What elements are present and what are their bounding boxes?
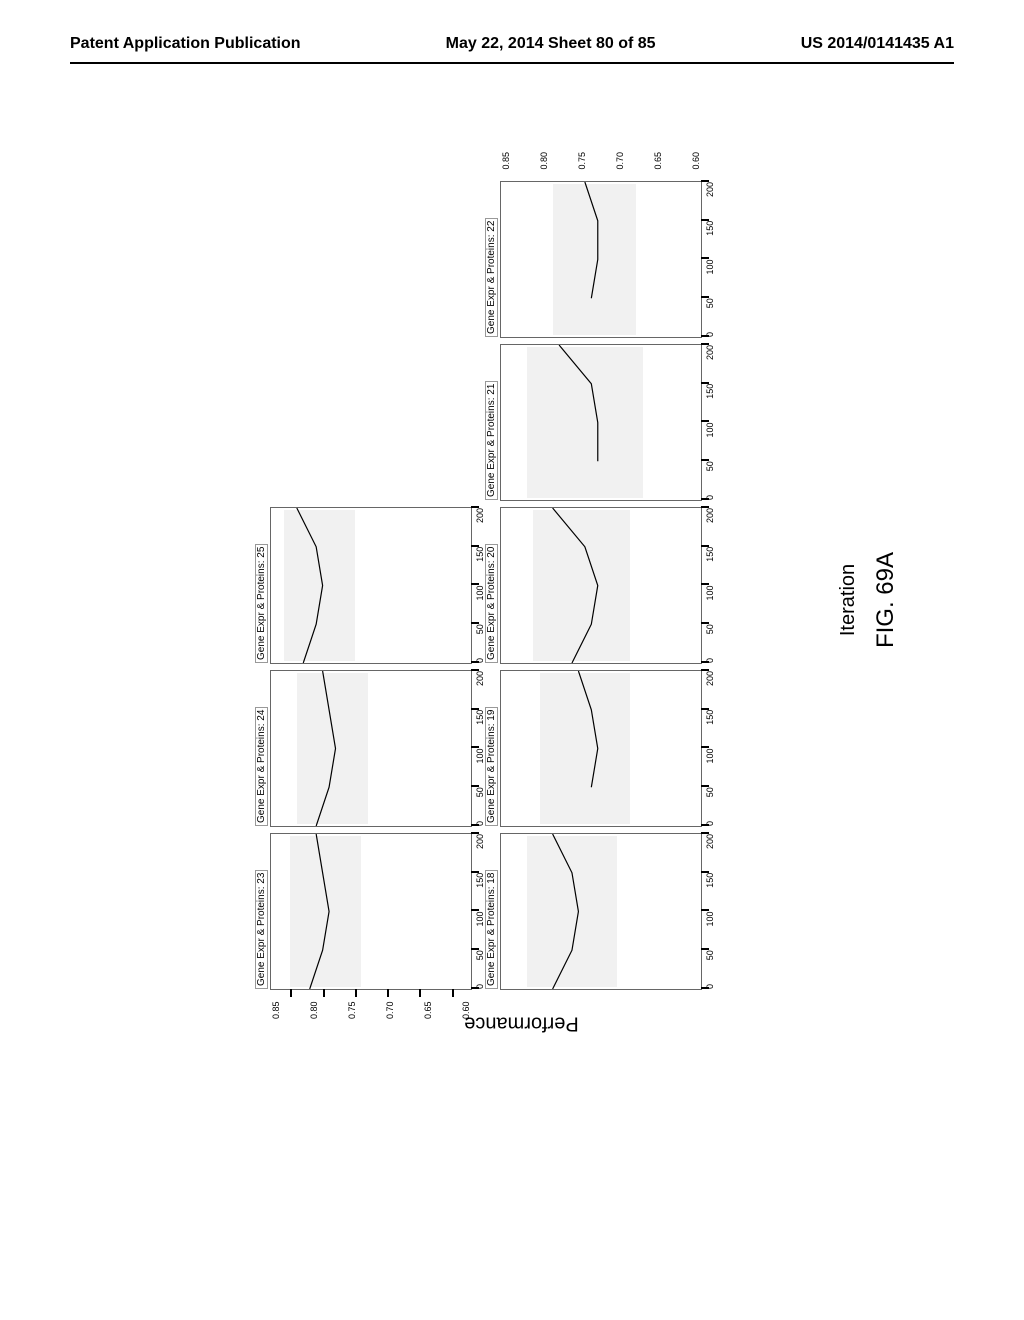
facet-title: Gene Expr & Proteins: 25 <box>255 544 268 663</box>
x-tick: 50 <box>705 461 715 471</box>
x-tick-labels: 050100150200 <box>705 508 715 663</box>
x-tick: 200 <box>475 508 485 523</box>
y-tick: 0.85 <box>501 152 511 170</box>
y-tick: 0.75 <box>577 152 587 170</box>
y-tick: 0.60 <box>461 1001 471 1019</box>
y-tick: 0.65 <box>653 152 663 170</box>
x-tick: 100 <box>475 912 485 927</box>
y-tick: 0.75 <box>347 1001 357 1019</box>
x-tick: 50 <box>705 624 715 634</box>
facet-title: Gene Expr & Proteins: 20 <box>485 544 498 663</box>
x-tick-marks <box>463 671 471 826</box>
x-tick-labels: 050100150200 <box>705 345 715 500</box>
figure-caption: FIG. 69A <box>872 552 900 648</box>
y-tick: 0.80 <box>539 152 549 170</box>
x-tick: 100 <box>705 749 715 764</box>
facet-grid: Performance Iteration FIG. 69A Gene Expr… <box>250 150 770 1050</box>
x-tick: 200 <box>475 834 485 849</box>
x-tick: 50 <box>475 787 485 797</box>
x-tick-marks <box>693 345 701 500</box>
facet-panel: Gene Expr & Proteins: 19050100150200 <box>500 670 702 827</box>
y-tick: 0.85 <box>271 1001 281 1019</box>
x-tick-labels: 050100150200 <box>475 834 485 989</box>
facet-panel: Gene Expr & Proteins: 24050100150200 <box>270 670 472 827</box>
facet-title: Gene Expr & Proteins: 19 <box>485 707 498 826</box>
x-tick: 200 <box>705 834 715 849</box>
y-tick: 0.70 <box>385 1001 395 1019</box>
y-tick: 0.70 <box>615 152 625 170</box>
x-tick-marks <box>693 182 701 337</box>
x-tick: 200 <box>705 508 715 523</box>
x-tick: 50 <box>705 787 715 797</box>
x-tick: 50 <box>705 298 715 308</box>
x-tick-marks <box>463 834 471 989</box>
performance-curve <box>501 345 701 500</box>
facet-row-top: Gene Expr & Proteins: 230501001502000.85… <box>270 501 472 1050</box>
x-tick: 100 <box>705 423 715 438</box>
y-tick-labels-left: 0.85 0.80 0.75 0.70 0.65 0.60 <box>271 1001 471 1019</box>
y-tick: 0.80 <box>309 1001 319 1019</box>
x-tick: 150 <box>475 873 485 888</box>
facet-title: Gene Expr & Proteins: 18 <box>485 870 498 989</box>
facet-panel: Gene Expr & Proteins: 25050100150200 <box>270 507 472 664</box>
x-tick: 50 <box>475 624 485 634</box>
x-axis-label: Iteration <box>837 564 860 636</box>
x-tick-labels: 050100150200 <box>475 508 485 663</box>
performance-curve <box>271 671 471 826</box>
performance-curve <box>501 834 701 989</box>
x-tick: 150 <box>705 873 715 888</box>
performance-curve <box>271 508 471 663</box>
x-tick-marks <box>693 834 701 989</box>
performance-curve <box>501 182 701 337</box>
x-tick: 100 <box>705 912 715 927</box>
facet-row-bottom: Gene Expr & Proteins: 18050100150200Gene… <box>500 175 702 1050</box>
page-header: Patent Application Publication May 22, 2… <box>0 35 1024 53</box>
performance-curve <box>271 834 471 989</box>
facet-title: Gene Expr & Proteins: 21 <box>485 381 498 500</box>
figure-rotated-container: Performance Iteration FIG. 69A Gene Expr… <box>60 340 960 860</box>
header-rule <box>70 62 954 64</box>
x-tick: 200 <box>705 182 715 197</box>
x-tick: 150 <box>705 547 715 562</box>
facet-panel: Gene Expr & Proteins: 21050100150200 <box>500 344 702 501</box>
facet-title: Gene Expr & Proteins: 24 <box>255 707 268 826</box>
x-tick: 150 <box>475 547 485 562</box>
x-tick: 200 <box>475 671 485 686</box>
facet-panel: Gene Expr & Proteins: 20050100150200 <box>500 507 702 664</box>
header-right: US 2014/0141435 A1 <box>801 35 954 53</box>
x-tick: 100 <box>705 586 715 601</box>
x-tick: 150 <box>475 710 485 725</box>
facet-panel: Gene Expr & Proteins: 230501001502000.85… <box>270 833 472 990</box>
facet-title: Gene Expr & Proteins: 23 <box>255 870 268 989</box>
performance-curve <box>501 671 701 826</box>
x-tick: 150 <box>705 710 715 725</box>
x-tick-labels: 050100150200 <box>705 834 715 989</box>
facet-panel: Gene Expr & Proteins: 220501001502000.85… <box>500 181 702 338</box>
x-tick-labels: 050100150200 <box>705 671 715 826</box>
x-tick-marks <box>693 508 701 663</box>
x-tick-labels: 050100150200 <box>475 671 485 826</box>
x-tick: 150 <box>705 221 715 236</box>
performance-curve <box>501 508 701 663</box>
x-tick: 50 <box>475 950 485 960</box>
x-tick: 200 <box>705 671 715 686</box>
x-tick: 100 <box>475 749 485 764</box>
header-center: May 22, 2014 Sheet 80 of 85 <box>446 35 656 53</box>
header-left: Patent Application Publication <box>70 35 301 53</box>
facet-title: Gene Expr & Proteins: 22 <box>485 218 498 337</box>
x-tick: 100 <box>705 260 715 275</box>
x-tick: 150 <box>705 384 715 399</box>
x-tick: 50 <box>705 950 715 960</box>
x-tick-marks <box>463 508 471 663</box>
x-tick: 200 <box>705 345 715 360</box>
y-tick-labels-right: 0.85 0.80 0.75 0.70 0.65 0.60 <box>501 152 701 170</box>
x-tick: 100 <box>475 586 485 601</box>
x-tick-marks <box>693 671 701 826</box>
x-tick-labels: 050100150200 <box>705 182 715 337</box>
y-tick: 0.65 <box>423 1001 433 1019</box>
facet-panel: Gene Expr & Proteins: 18050100150200 <box>500 833 702 990</box>
y-tick: 0.60 <box>691 152 701 170</box>
